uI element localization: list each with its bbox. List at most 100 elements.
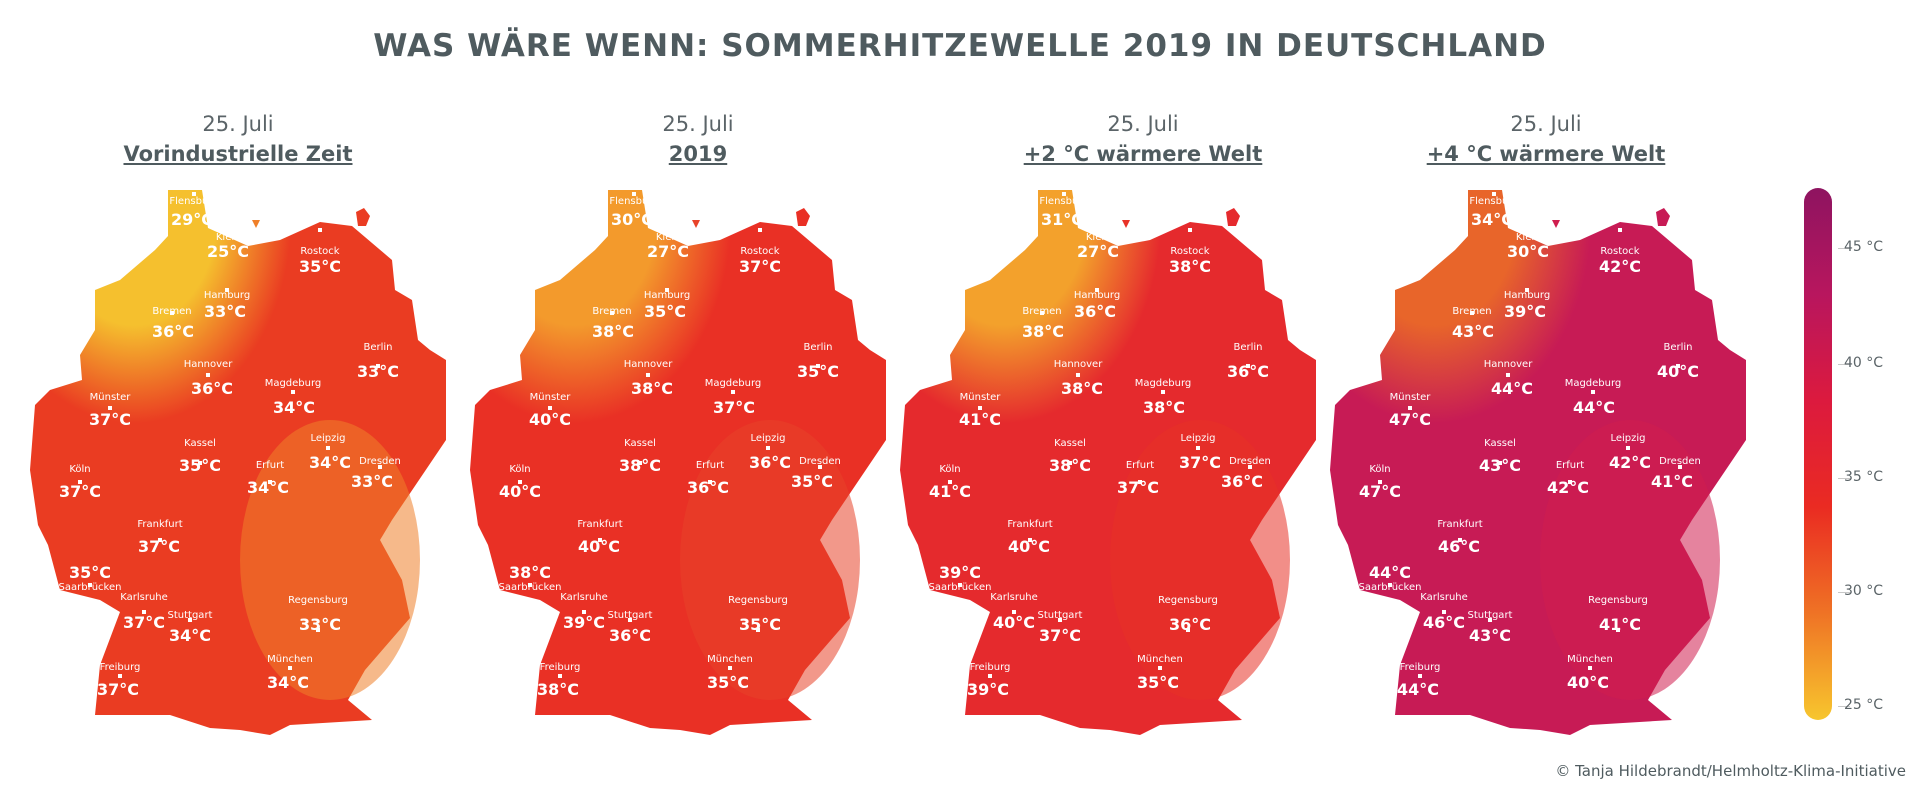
city-temperature: 36°C	[1074, 302, 1116, 321]
city-name: Magdeburg	[1565, 378, 1622, 389]
city-name: Kiel	[216, 232, 234, 243]
city-temperature: 36°C	[609, 626, 651, 645]
city-temperature: 35°C	[739, 615, 781, 634]
city-dot	[558, 674, 562, 678]
city-temperature: 25°C	[207, 242, 249, 261]
temperature-legend: 45 °C 40 °C 35 °C 30 °C 25 °C	[1800, 180, 1920, 720]
legend-label-40: 40 °C	[1844, 355, 1884, 371]
city-temperature: 38°C	[1049, 456, 1091, 475]
copyright-credit: © Tanja Hildebrandt/Helmholtz-Klima-Init…	[1555, 762, 1906, 780]
city-name: Regensburg	[1158, 595, 1218, 606]
city-name: Regensburg	[288, 595, 348, 606]
city-dot	[1676, 364, 1680, 368]
city-dot	[1523, 230, 1527, 234]
city-dot	[610, 311, 614, 315]
city-temperature: 34°C	[309, 453, 351, 472]
city-name: Erfurt	[1556, 460, 1584, 471]
city-name: München	[267, 654, 313, 665]
city-temperature: 36°C	[191, 379, 233, 398]
city-dot	[663, 230, 667, 234]
city-name: Münster	[1390, 392, 1432, 403]
city-name: Dresden	[1229, 456, 1271, 467]
city-temperature: 31°C	[1041, 210, 1083, 229]
city-temperature: 39°C	[967, 680, 1009, 699]
city-temperature: 36°C	[1169, 615, 1211, 634]
city-dot	[326, 446, 330, 450]
city-dot	[1388, 583, 1392, 587]
island-shape	[1226, 208, 1240, 226]
city-temperature: 40°C	[993, 613, 1035, 632]
city-name: Frankfurt	[1007, 519, 1052, 530]
city-name: Saarbrücken	[59, 582, 122, 593]
city-name: Dresden	[799, 456, 841, 467]
city-dot	[316, 628, 320, 632]
panel-3-date: 25. Juli	[1107, 112, 1179, 136]
city-dot	[1442, 610, 1446, 614]
city-dot	[1488, 618, 1492, 622]
city-name: Erfurt	[1126, 460, 1154, 471]
city-dot	[528, 583, 532, 587]
city-temperature: 37°C	[1117, 478, 1159, 497]
city-dot	[1498, 461, 1502, 465]
city-temperature: 40°C	[578, 537, 620, 556]
city-temperature: 34°C	[169, 626, 211, 645]
city-temperature: 37°C	[1039, 626, 1081, 645]
city-temperature: 35°C	[644, 302, 686, 321]
city-name: Hamburg	[644, 290, 690, 301]
city-temperature: 34°C	[273, 398, 315, 417]
city-name: Dresden	[359, 456, 401, 467]
city-dot	[1161, 390, 1165, 394]
city-dot	[1408, 406, 1412, 410]
city-temperature: 36°C	[749, 453, 791, 472]
city-name: München	[1567, 654, 1613, 665]
city-dot	[1492, 192, 1496, 196]
city-name: Freiburg	[970, 662, 1011, 673]
city-dot	[1246, 364, 1250, 368]
city-name: Flensburg	[1469, 196, 1518, 207]
city-name: Berlin	[1663, 342, 1692, 353]
city-dot	[1196, 446, 1200, 450]
city-dot	[188, 618, 192, 622]
city-name: Erfurt	[256, 460, 284, 471]
regional-tint	[680, 420, 860, 700]
city-name: Flensburg	[1039, 196, 1088, 207]
city-name: Münster	[960, 392, 1002, 403]
city-name: Köln	[939, 464, 960, 475]
city-dot	[1470, 311, 1474, 315]
city-temperature: 35°C	[69, 563, 111, 582]
city-dot	[598, 538, 602, 542]
city-dot	[291, 390, 295, 394]
island-shape	[692, 220, 700, 228]
city-name: Münster	[530, 392, 572, 403]
legend-label-25: 25 °C	[1844, 697, 1884, 713]
city-dot	[1506, 373, 1510, 377]
city-dot	[1626, 446, 1630, 450]
city-temperature: 47°C	[1359, 482, 1401, 501]
city-dot	[646, 373, 650, 377]
city-temperature: 38°C	[1061, 379, 1103, 398]
city-temperature: 33°C	[357, 362, 399, 381]
city-temperature: 36°C	[152, 322, 194, 341]
city-dot	[632, 192, 636, 196]
city-name: Magdeburg	[705, 378, 762, 389]
city-temperature: 35°C	[1137, 673, 1179, 692]
city-temperature: 42°C	[1547, 478, 1589, 497]
city-dot	[1678, 465, 1682, 469]
city-temperature: 43°C	[1479, 456, 1521, 475]
city-temperature: 37°C	[713, 398, 755, 417]
city-dot	[1095, 288, 1099, 292]
city-name: Frankfurt	[137, 519, 182, 530]
city-temperature: 34°C	[267, 673, 309, 692]
city-dot	[582, 610, 586, 614]
city-name: Magdeburg	[265, 378, 322, 389]
city-dot	[288, 666, 292, 670]
main-title: WAS WÄRE WENN: SOMMERHITZEWELLE 2019 IN …	[373, 28, 1547, 64]
city-dot	[548, 406, 552, 410]
city-name: Frankfurt	[577, 519, 622, 530]
island-shape	[356, 208, 370, 226]
panel-3-scenario: +2 °C wärmere Welt	[1023, 142, 1263, 166]
